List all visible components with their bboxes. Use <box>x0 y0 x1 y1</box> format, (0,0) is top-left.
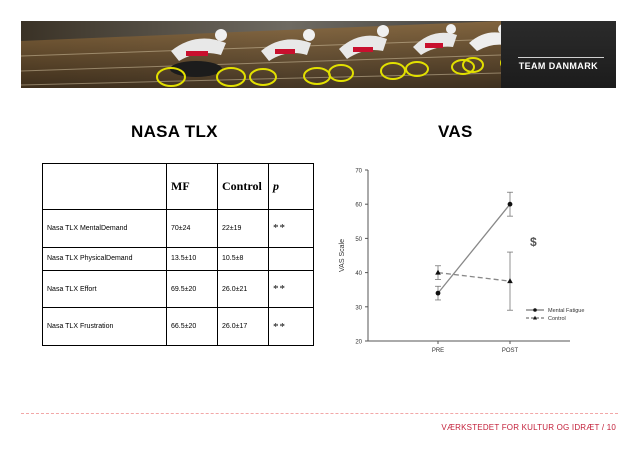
row-control: 10.5±8 <box>217 246 269 271</box>
y-tick-label: 60 <box>355 203 362 209</box>
row-label: Nasa TLX PhysicalDemand <box>42 246 167 271</box>
row-control: 22±19 <box>217 209 269 248</box>
row-mf: 69.5±20 <box>166 269 218 309</box>
significance-annotation: $ <box>530 235 537 249</box>
row-p: ** <box>268 209 314 248</box>
row-control: 26.0±21 <box>217 269 269 309</box>
y-tick-label: 50 <box>355 237 362 243</box>
data-point-control <box>507 278 513 284</box>
row-p <box>268 246 314 271</box>
row-label: Nasa TLX Effort <box>42 269 167 309</box>
table-row: Nasa TLX Frustration 66.5±20 26.0±17 ** <box>42 307 314 346</box>
row-control: 26.0±17 <box>217 307 269 346</box>
data-point-control <box>435 269 441 275</box>
data-point-mental-fatigue <box>435 290 441 296</box>
vas-chart: 20 30 40 50 60 70 PRE POST VAS Scale $ Mental Fa… <box>330 158 620 358</box>
legend-label-control: Control <box>548 316 566 322</box>
y-tick-label: 20 <box>355 340 362 346</box>
footer-text: VÆRKSTEDET FOR KULTUR OG IDRÆT / 10 <box>441 423 616 432</box>
legend-label-mental-fatigue: Mental Fatigue <box>548 308 584 314</box>
header-banner: TEAM DANMARK <box>21 21 616 88</box>
row-mf: 70±24 <box>166 209 218 248</box>
nasa-tlx-title: NASA TLX <box>131 122 218 141</box>
logo-divider <box>518 57 604 58</box>
y-tick-label: 30 <box>355 305 362 311</box>
legend-marker-mental-fatigue <box>533 308 537 312</box>
table-row: Nasa TLX PhysicalDemand 13.5±10 10.5±8 <box>42 246 314 271</box>
legend-marker-control <box>533 315 537 320</box>
header-cell-label <box>42 162 167 211</box>
y-axis-label: VAS Scale <box>339 239 346 272</box>
nasa-tlx-table: MF Control p Nasa TLX MentalDemand 70±24… <box>42 162 314 346</box>
row-p: ** <box>268 269 314 309</box>
row-mf: 13.5±10 <box>166 246 218 271</box>
row-label: Nasa TLX Frustration <box>42 307 167 346</box>
row-label: Nasa TLX MentalDemand <box>42 209 167 248</box>
table-row: Nasa TLX MentalDemand 70±24 22±19 ** <box>42 209 314 248</box>
vas-title: VAS <box>438 122 473 141</box>
logo-text: TEAM DANMARK <box>518 61 598 71</box>
x-tick-label: POST <box>502 348 519 354</box>
table-row: Nasa TLX Effort 69.5±20 26.0±21 ** <box>42 269 314 309</box>
vas-chart-svg: 20 30 40 50 60 70 PRE POST VAS Scale $ Mental Fa… <box>339 169 584 355</box>
header-cell-p: p <box>268 162 314 211</box>
y-tick-label: 40 <box>355 271 362 277</box>
y-tick-label: 70 <box>355 169 362 175</box>
row-mf: 66.5±20 <box>166 307 218 346</box>
row-p: ** <box>268 307 314 346</box>
header-cell-mf: MF <box>166 162 218 211</box>
series-line-mental-fatigue <box>437 203 511 294</box>
data-point-mental-fatigue <box>507 201 513 207</box>
team-danmark-logo: TEAM DANMARK <box>501 21 616 88</box>
table-header-row: MF Control p <box>42 162 314 211</box>
x-tick-label: PRE <box>432 348 444 354</box>
footer-divider <box>21 413 618 414</box>
header-cell-control: Control <box>217 162 269 211</box>
series-line-control <box>437 271 511 282</box>
